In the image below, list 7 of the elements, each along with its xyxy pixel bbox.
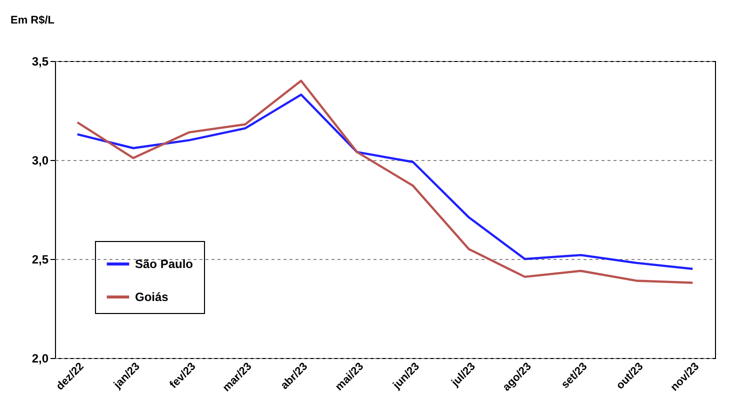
y-axis-title: Em R$/L	[10, 14, 55, 26]
y-tick-label: 3,5	[32, 54, 49, 68]
y-tick-label: 2,0	[32, 352, 49, 366]
y-tick-label: 3,0	[32, 154, 49, 168]
y-tick-label: 2,5	[32, 252, 49, 266]
legend-label: Goiás	[135, 290, 169, 304]
legend-label: São Paulo	[135, 257, 194, 271]
